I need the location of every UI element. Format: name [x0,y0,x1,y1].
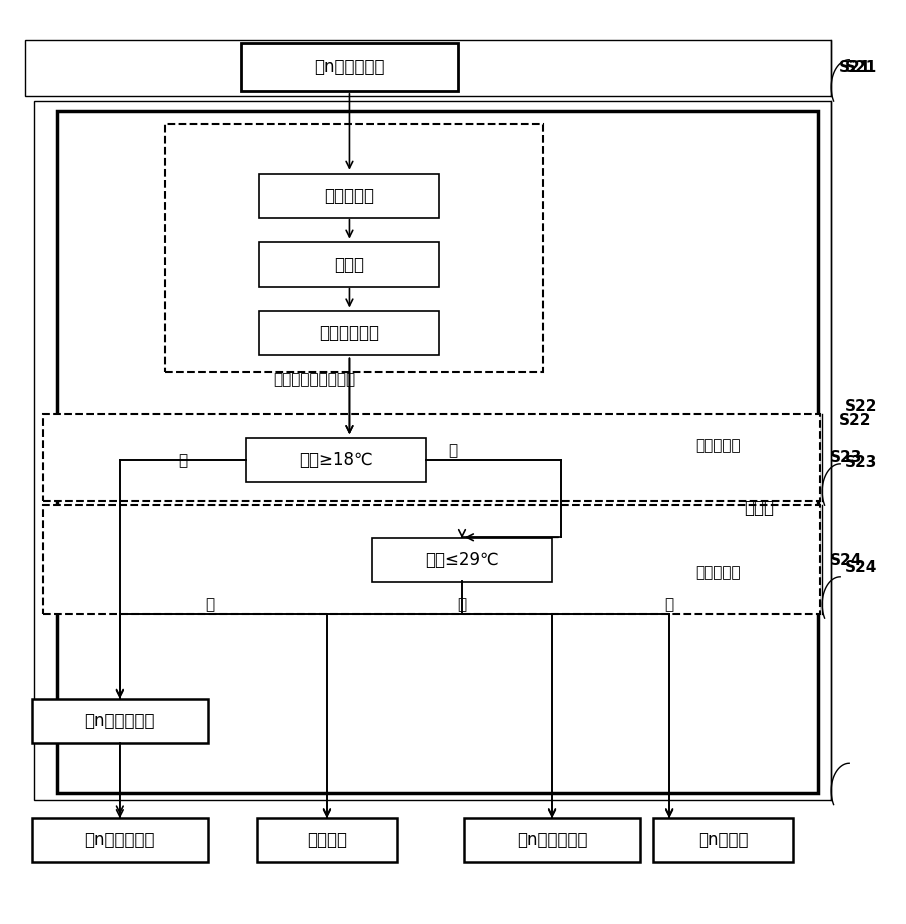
Text: 第n加热器关闭: 第n加热器关闭 [516,832,587,849]
Bar [259,242,439,286]
Text: 是: 是 [206,597,215,612]
Text: 主控器: 主控器 [744,499,774,517]
Bar [43,505,820,614]
Bar [165,124,543,372]
Bar [25,40,831,96]
Text: 第三比较器: 第三比较器 [696,438,741,453]
Text: 温度≥18℃: 温度≥18℃ [299,451,372,469]
Bar [32,699,207,743]
Text: S21: S21 [838,59,871,75]
Text: 第n警报器: 第n警报器 [698,832,748,849]
Text: S22: S22 [838,413,871,428]
Text: S24: S24 [844,560,877,575]
Text: 整流滤波电路: 整流滤波电路 [320,324,380,343]
Text: 串口转换器: 串口转换器 [324,187,374,204]
Text: 第n温度传感器: 第n温度传感器 [314,58,385,76]
Text: 否: 否 [458,597,467,612]
Bar [257,819,397,862]
Bar [43,414,820,501]
Text: 第n加热器开启: 第n加热器开启 [84,712,155,730]
Text: 放大器: 放大器 [334,256,364,274]
Bar [464,819,640,862]
Bar [653,819,793,862]
Bar [259,174,439,218]
Bar [246,438,426,482]
Text: 是: 是 [448,444,458,458]
Text: S23: S23 [844,455,877,469]
Text: S21: S21 [844,59,877,75]
Text: 否: 否 [178,453,188,468]
Text: 维持原状: 维持原状 [307,832,347,849]
Text: 第四比较器: 第四比较器 [696,565,741,579]
Bar [241,43,458,91]
Text: S24: S24 [829,553,862,567]
Bar [57,111,818,793]
Text: S23: S23 [829,450,862,465]
Text: 温度≤29℃: 温度≤29℃ [425,552,499,569]
Text: 第n加热板加热: 第n加热板加热 [84,832,155,849]
Bar [372,539,552,582]
Bar [34,101,831,800]
Text: 否: 否 [664,597,674,612]
Bar [32,819,207,862]
Text: S22: S22 [844,399,877,414]
Bar [259,311,439,356]
Text: 温度输入量处理电路: 温度输入量处理电路 [273,371,355,386]
